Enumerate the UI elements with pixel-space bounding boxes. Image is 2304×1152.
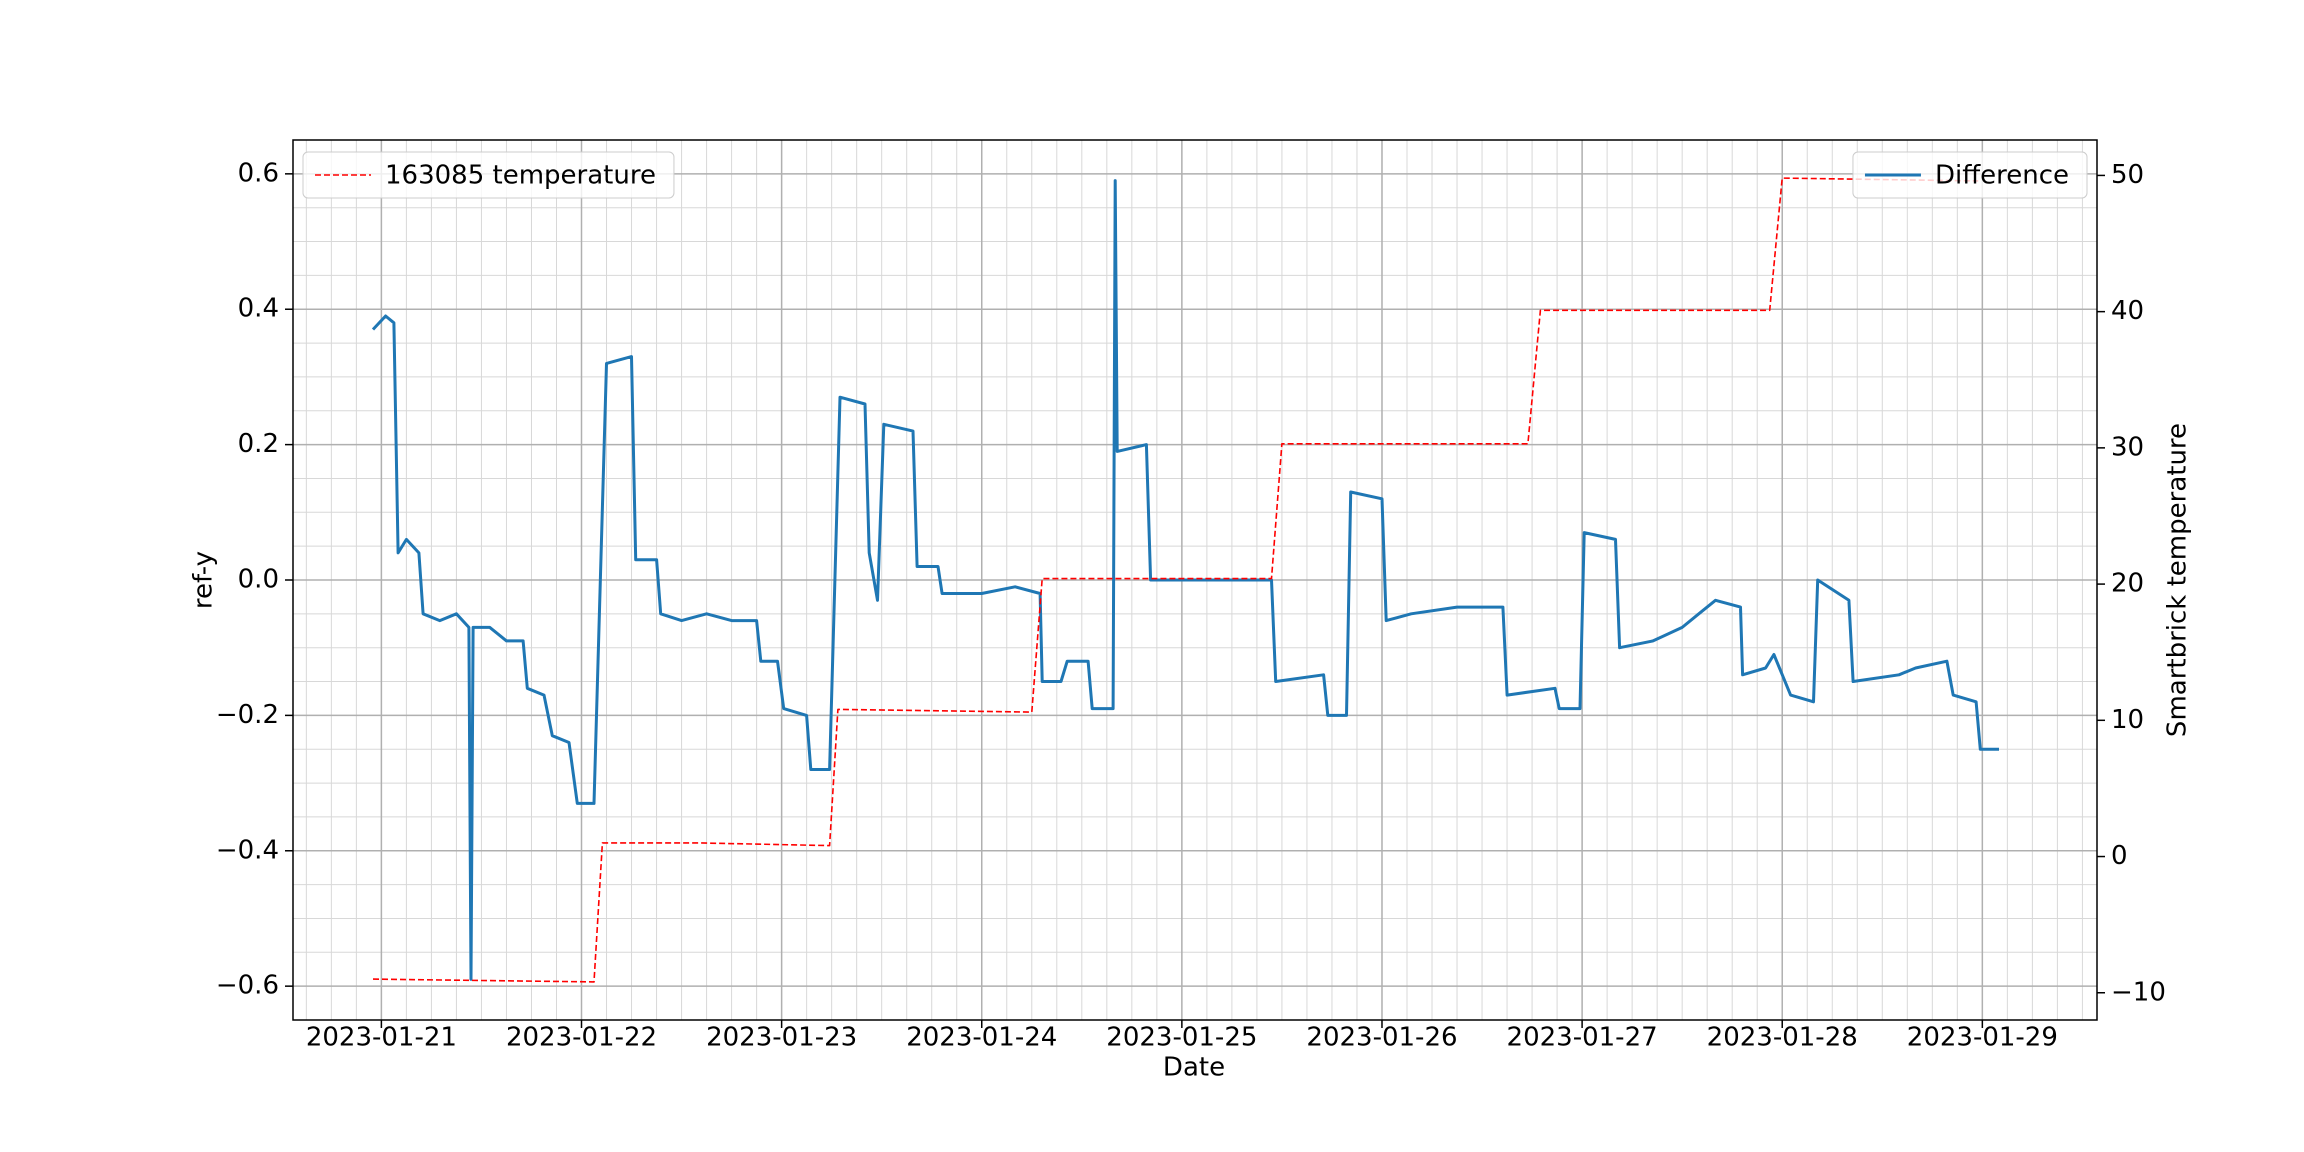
y-tick-label: 0.4 xyxy=(238,294,279,324)
y-axis-label: ref-y xyxy=(189,551,219,609)
y-tick-label: −0.2 xyxy=(216,700,279,730)
x-tick-label: 2023-01-22 xyxy=(506,1023,657,1053)
y-tick-label: −0.6 xyxy=(216,971,279,1001)
legend-label: Difference xyxy=(1935,161,2069,191)
y-tick-label: −0.4 xyxy=(216,835,279,865)
plot: −0.6 −0.4 −0.2 0.0 0.2 0.4 0.6 −10 0 10 20 30 40 50 20… xyxy=(216,158,2166,1052)
y2-tick-label: 20 xyxy=(2111,569,2144,599)
legend-label: 163085 temperature xyxy=(385,161,656,191)
y2-axis-label: Smartbrick temperature xyxy=(2163,423,2193,737)
legend-box xyxy=(302,151,675,199)
y2-tick-label: 40 xyxy=(2111,296,2144,326)
y-tick-label: 0.0 xyxy=(238,565,279,595)
x-tick-label: 2023-01-27 xyxy=(1507,1023,1658,1053)
legend-box xyxy=(1852,151,2088,199)
x-tick-label: 2023-01-25 xyxy=(1106,1023,1257,1053)
y2-tick-label: −10 xyxy=(2111,977,2166,1007)
x-tick-label: 2023-01-26 xyxy=(1306,1023,1457,1053)
x-tick-label: 2023-01-28 xyxy=(1707,1023,1858,1053)
legends: Difference 163085 temperature xyxy=(302,151,2088,199)
x-tick-label: 2023-01-23 xyxy=(706,1023,857,1053)
y2-tick-label: 50 xyxy=(2111,160,2144,190)
x-axis-label: Date xyxy=(1163,1053,1225,1083)
y-tick-label: 0.6 xyxy=(238,158,279,188)
x-tick-label: 2023-01-29 xyxy=(1907,1023,2058,1053)
x-tick-label: 2023-01-21 xyxy=(306,1023,457,1053)
y2-tick-label: 0 xyxy=(2111,841,2128,871)
x-tick-label: 2023-01-24 xyxy=(906,1023,1057,1053)
series-line xyxy=(372,177,1979,983)
y2-tick-label: 10 xyxy=(2111,705,2144,735)
axes-frame xyxy=(292,139,2098,1021)
grid xyxy=(293,139,2097,1021)
y2-tick-label: 30 xyxy=(2111,432,2144,462)
series-line xyxy=(371,179,1999,981)
y-tick-label: 0.2 xyxy=(238,429,279,459)
